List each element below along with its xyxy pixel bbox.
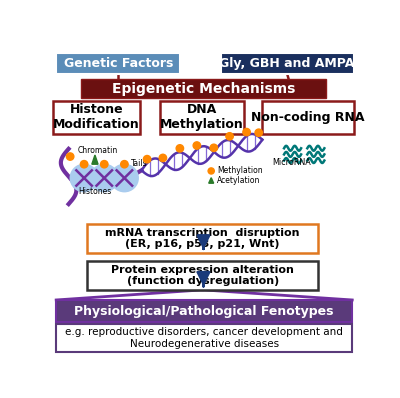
Text: DNA
Methylation: DNA Methylation — [160, 103, 244, 131]
Text: Genetic Factors: Genetic Factors — [64, 57, 173, 70]
FancyBboxPatch shape — [262, 101, 354, 134]
Text: Tails: Tails — [131, 159, 148, 168]
Text: Physiological/Pathological Fenotypes: Physiological/Pathological Fenotypes — [74, 304, 334, 318]
FancyBboxPatch shape — [56, 324, 352, 352]
Circle shape — [143, 156, 151, 163]
Text: Acetylation: Acetylation — [217, 176, 260, 185]
Text: Non-coding RNA: Non-coding RNA — [251, 111, 365, 124]
Circle shape — [100, 160, 108, 168]
FancyBboxPatch shape — [56, 300, 352, 322]
Circle shape — [71, 165, 97, 191]
Circle shape — [91, 165, 117, 191]
Circle shape — [111, 165, 138, 191]
Text: Gly, GBH and AMPA: Gly, GBH and AMPA — [220, 57, 355, 70]
FancyBboxPatch shape — [87, 224, 318, 253]
Polygon shape — [209, 178, 214, 183]
Text: Methylation: Methylation — [217, 166, 262, 176]
FancyBboxPatch shape — [220, 53, 354, 74]
Circle shape — [121, 160, 128, 168]
Circle shape — [159, 154, 167, 162]
Circle shape — [243, 129, 250, 136]
Text: Protein expression alteration
(function dysregulation): Protein expression alteration (function … — [111, 265, 294, 286]
Circle shape — [226, 133, 233, 140]
Circle shape — [208, 168, 214, 174]
Text: Epigenetic Mechanisms: Epigenetic Mechanisms — [112, 82, 295, 96]
Text: Chromatin: Chromatin — [78, 146, 118, 156]
Text: MicroRNA: MicroRNA — [272, 158, 311, 167]
FancyBboxPatch shape — [160, 101, 244, 134]
Circle shape — [193, 142, 200, 149]
Polygon shape — [92, 155, 98, 164]
FancyBboxPatch shape — [56, 53, 180, 74]
FancyBboxPatch shape — [87, 261, 318, 290]
Text: Histones: Histones — [78, 187, 112, 196]
Text: Histone
Modification: Histone Modification — [53, 103, 140, 131]
Circle shape — [210, 144, 218, 152]
Circle shape — [66, 153, 74, 160]
FancyBboxPatch shape — [81, 79, 326, 98]
Circle shape — [255, 129, 262, 137]
FancyBboxPatch shape — [53, 101, 140, 134]
Circle shape — [80, 160, 88, 168]
Circle shape — [176, 145, 184, 152]
Text: e.g. reproductive disorders, cancer development and
Neurodegenerative diseases: e.g. reproductive disorders, cancer deve… — [65, 327, 343, 349]
Text: mRNA transcription  disruption
(ER, p16, p53, p21, Wnt): mRNA transcription disruption (ER, p16, … — [106, 228, 300, 249]
